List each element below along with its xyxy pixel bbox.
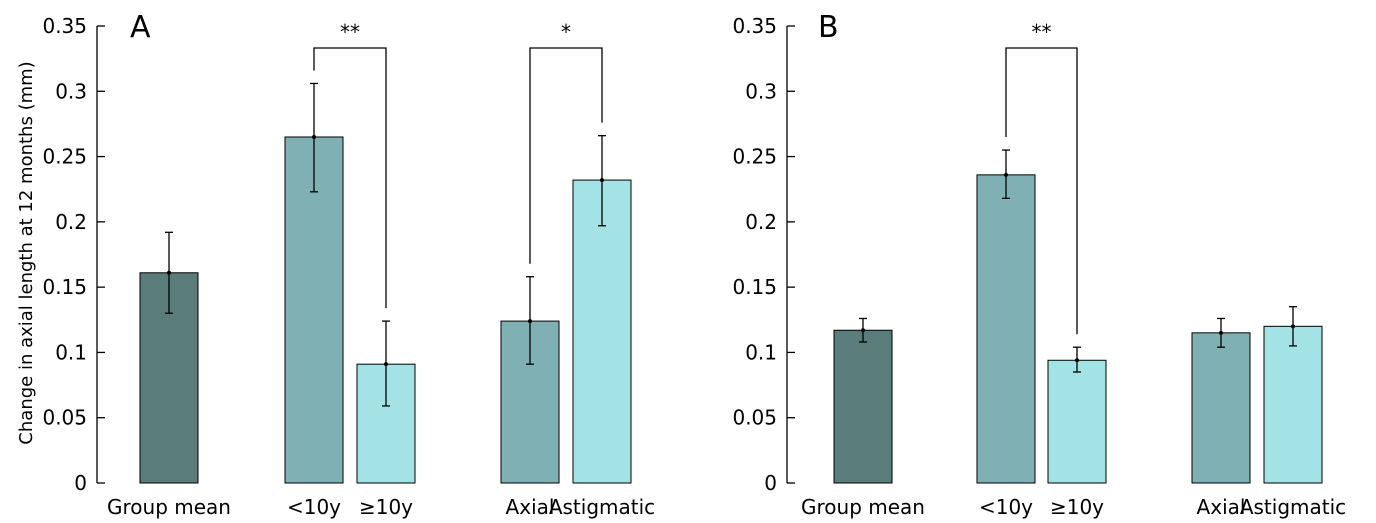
significance-bracket: * — [529, 20, 603, 264]
error-bar-over-10y — [1073, 346, 1081, 373]
panel-letter: A — [130, 10, 151, 45]
bar-over-10y — [1047, 359, 1107, 484]
error-bar-axial — [526, 276, 534, 365]
error-bar-group-mean — [859, 317, 867, 343]
significance-label: * — [561, 20, 571, 44]
y-tick-label: 0.2 — [55, 210, 87, 234]
y-tick-label: 0.25 — [42, 145, 87, 169]
bar-group-mean — [833, 329, 893, 484]
y-tick-label: 0.35 — [42, 14, 87, 38]
category-label-under-10y: <10y — [979, 495, 1033, 519]
y-tick-label: 0.3 — [55, 79, 87, 103]
error-bar-under-10y — [1002, 149, 1010, 200]
y-tick-label: 0.15 — [42, 275, 87, 299]
significance-label: ** — [1032, 20, 1052, 44]
category-label-astigmatic: Astigmatic — [1240, 495, 1346, 519]
category-label-over-10y: ≥10y — [359, 495, 413, 519]
panel-letter: B — [818, 10, 839, 45]
y-tick-label: 0.15 — [732, 275, 777, 299]
error-bar-astigmatic — [598, 135, 606, 227]
significance-bracket: ** — [1005, 20, 1078, 335]
y-tick-label: 0.3 — [745, 79, 777, 103]
bar-axial — [1191, 332, 1251, 484]
y-tick-label: 0.2 — [745, 210, 777, 234]
y-tick-label: 0.1 — [745, 340, 777, 364]
panel-a: 0 0.05 0.1 0.15 0.2 0.25 0.3 0.35 A Group mean <10… — [42, 10, 655, 519]
category-label-over-10y: ≥10y — [1050, 495, 1104, 519]
error-bar-axial — [1217, 317, 1225, 348]
significance-bracket: ** — [313, 20, 387, 309]
category-label-axial: Axial — [1197, 495, 1246, 519]
bar-astigmatic — [572, 179, 632, 484]
bar-under-10y — [976, 174, 1036, 484]
y-axis-label: Change in axial length at 12 months (mm) — [16, 61, 37, 444]
bar-astigmatic — [1263, 325, 1323, 484]
panel-b: 0 0.05 0.1 0.15 0.2 0.25 0.3 0.35 B Group mean <10… — [732, 10, 1346, 519]
y-tick-label: 0.25 — [732, 145, 777, 169]
significance-label: ** — [340, 20, 360, 44]
y-tick-label: 0.35 — [732, 14, 777, 38]
category-label-axial: Axial — [506, 495, 555, 519]
y-tick-label: 0 — [74, 471, 87, 495]
category-label-astigmatic: Astigmatic — [549, 495, 655, 519]
y-tick-label: 0.1 — [55, 340, 87, 364]
y-tick-label: 0.05 — [732, 406, 777, 430]
category-label-group-mean: Group mean — [107, 495, 231, 519]
y-tick-label: 0.05 — [42, 406, 87, 430]
category-label-under-10y: <10y — [287, 495, 341, 519]
y-tick-label: 0 — [764, 471, 777, 495]
error-bar-under-10y — [310, 82, 318, 193]
category-label-group-mean: Group mean — [801, 495, 925, 519]
error-bar-over-10y — [382, 320, 390, 407]
error-bar-astigmatic — [1289, 306, 1297, 347]
error-bar-group-mean — [165, 231, 173, 314]
